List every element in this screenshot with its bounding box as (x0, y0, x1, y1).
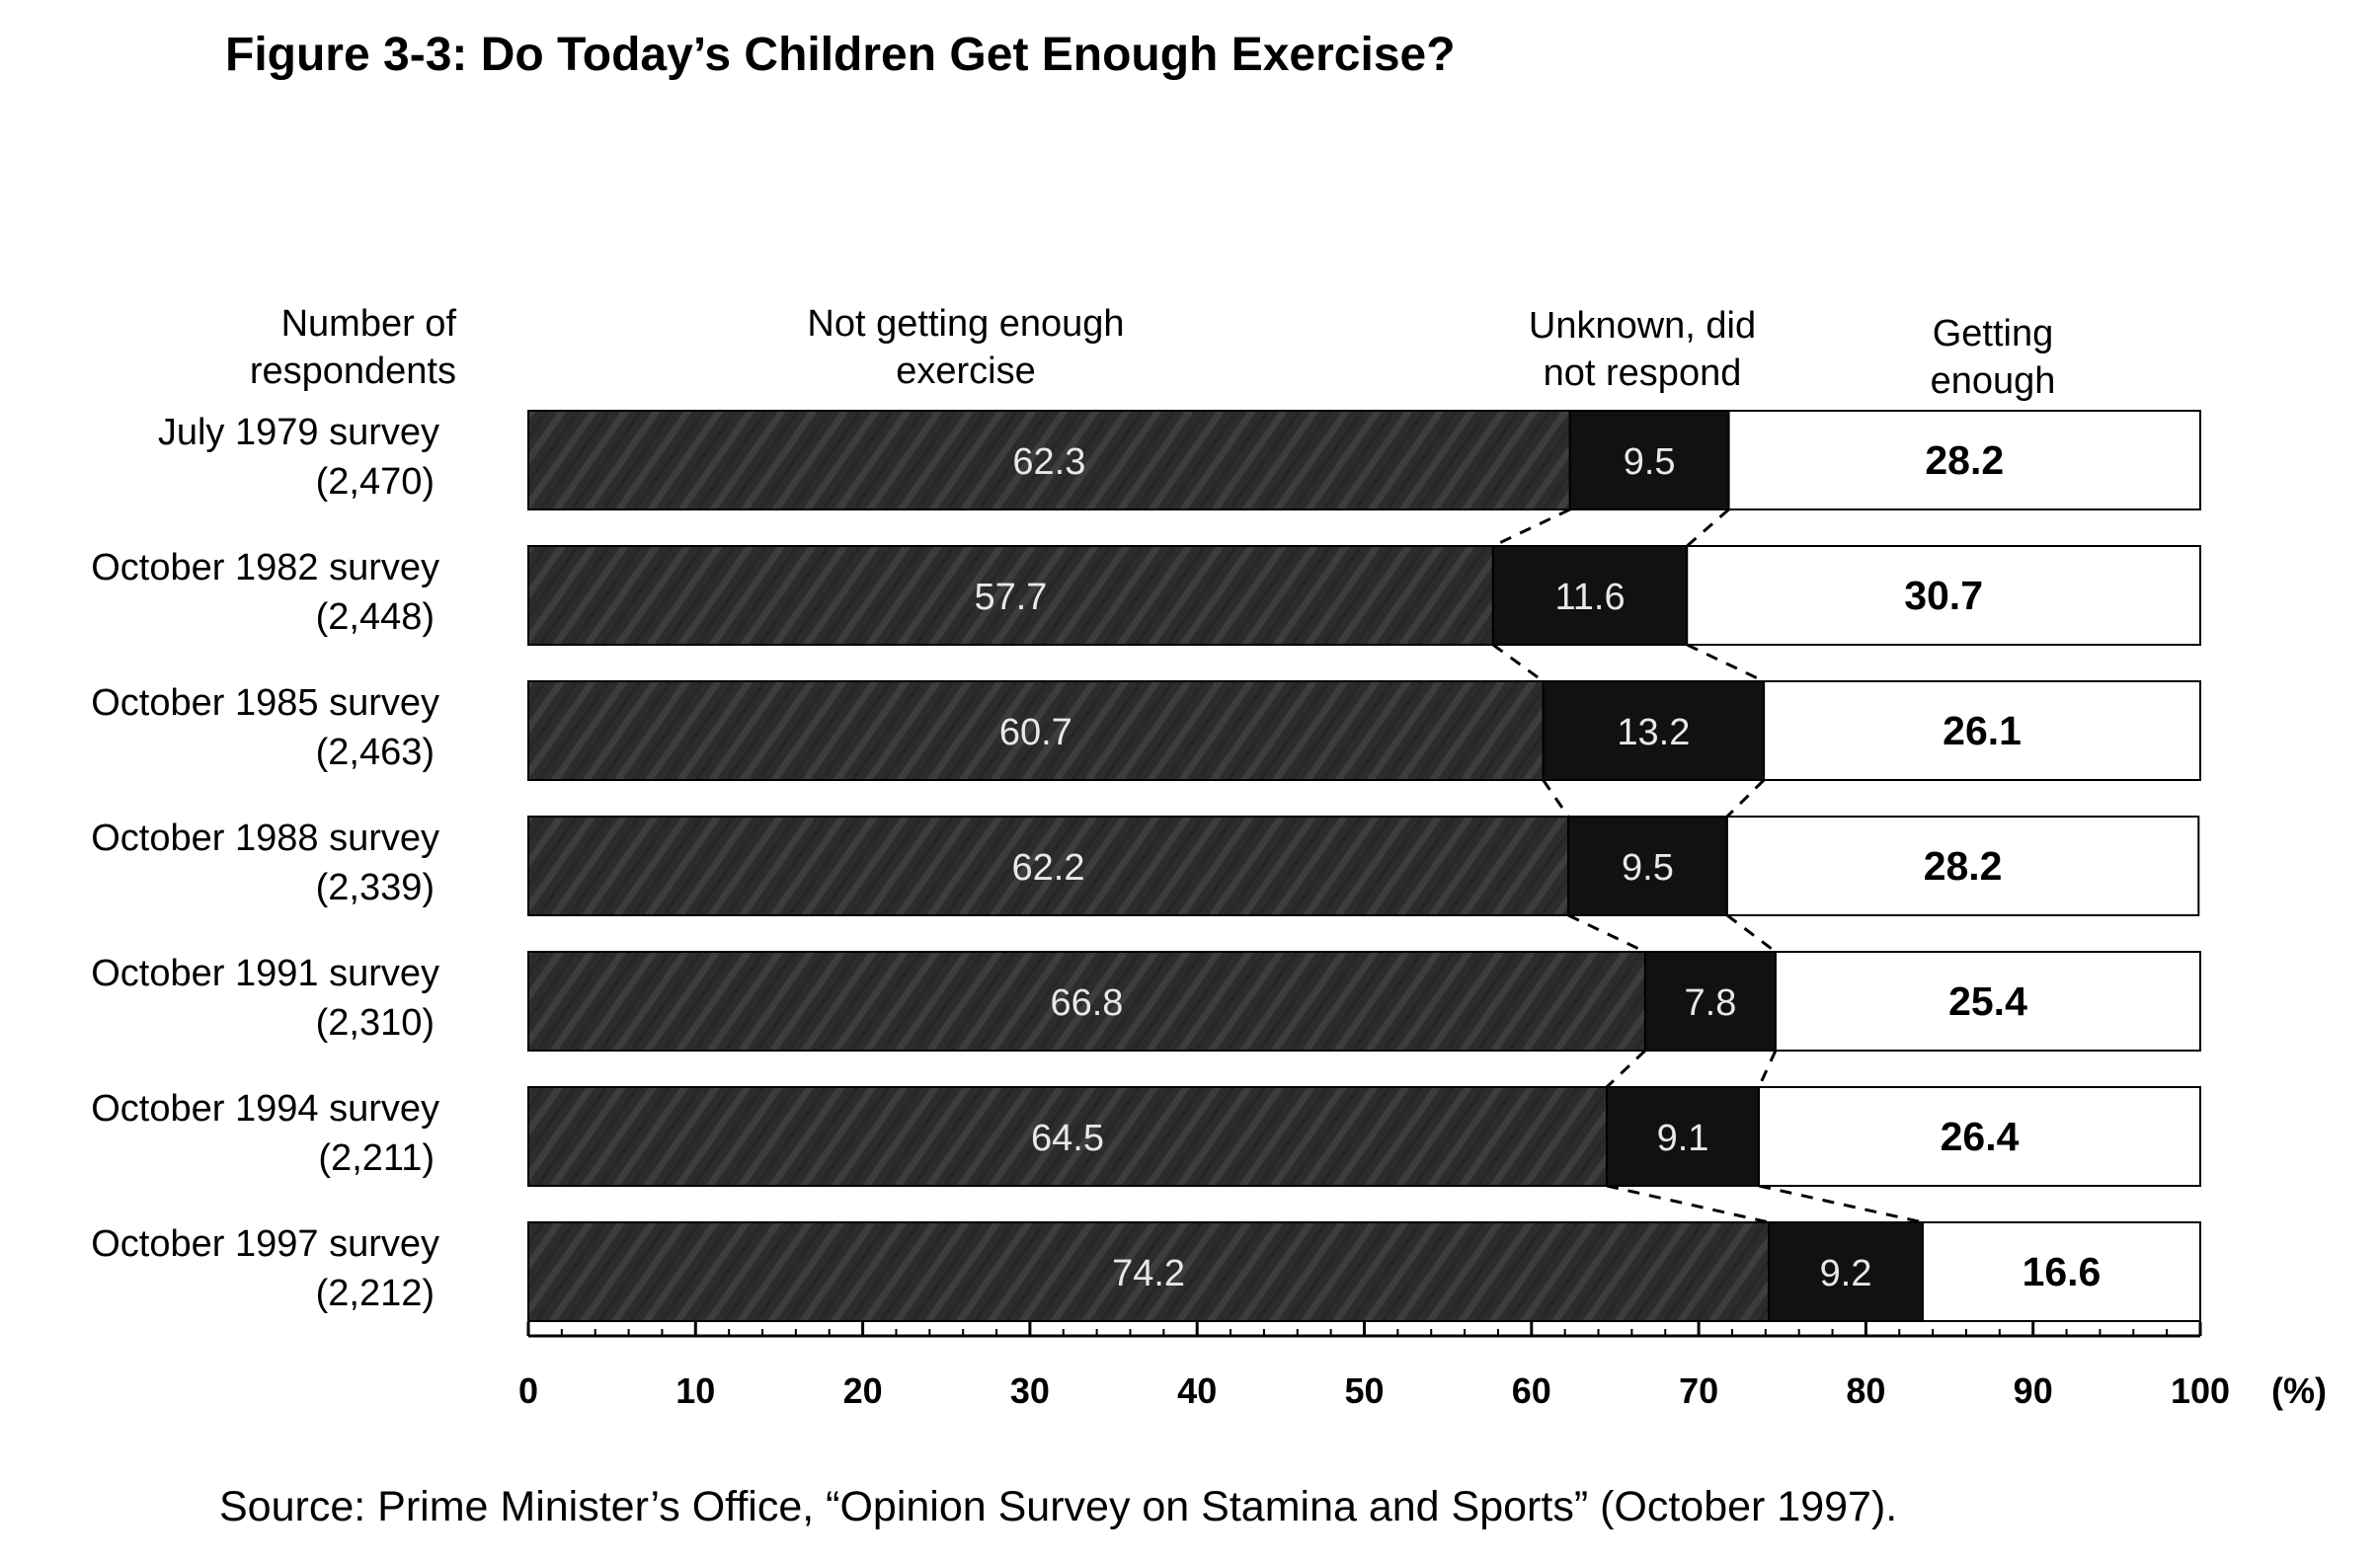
data-label: 9.5 (1624, 441, 1676, 483)
row-label: October 1994 survey (91, 1088, 439, 1130)
row-label: October 1988 survey (91, 818, 439, 859)
connector-line (1686, 643, 1765, 683)
page-title: Figure 3-3: Do Today’s Children Get Enou… (225, 29, 1456, 81)
connector-line (1606, 1184, 1770, 1224)
row-label: October 1982 survey (91, 547, 439, 588)
connector-line (1757, 1050, 1778, 1088)
series-header-unknown-line: not respond (1544, 352, 1742, 394)
data-label: 9.1 (1657, 1118, 1709, 1159)
x-tick-label: 60 (1512, 1370, 1551, 1411)
data-label: 57.7 (974, 577, 1047, 618)
data-label: 30.7 (1904, 573, 1983, 618)
data-label: 66.8 (1050, 982, 1123, 1024)
row-header: Number of respondents (250, 303, 457, 392)
x-tick-label: 90 (2014, 1370, 2053, 1411)
bar-segment-not-enough (527, 680, 1545, 781)
row-header-line: respondents (250, 351, 456, 392)
bar-segment-not-enough (527, 545, 1494, 646)
bar-segment-unknown (1605, 1086, 1761, 1187)
connector-line (1725, 913, 1777, 954)
bar-segment-getting-enough (1727, 410, 2201, 510)
respondents-count: (2,310) (316, 1002, 435, 1044)
data-label: 28.2 (1925, 437, 2004, 483)
connector-line (1492, 508, 1571, 548)
row-label: October 1985 survey (91, 682, 439, 724)
respondents-count: (2,448) (316, 596, 435, 638)
data-label: 9.2 (1820, 1253, 1872, 1294)
respondents-count: (2,211) (318, 1137, 435, 1179)
connector-line (1542, 779, 1570, 818)
connector-line (1725, 778, 1766, 819)
series-header-getting-enough-line: enough (1931, 360, 2056, 402)
series-header-not-enough: Not getting enough exercise (807, 303, 1124, 392)
data-label: 9.5 (1622, 847, 1674, 889)
x-tick-label: 30 (1010, 1370, 1050, 1411)
bar-segment-getting-enough (1686, 545, 2201, 646)
bar-segment-not-enough (527, 410, 1571, 510)
data-label: 64.5 (1031, 1118, 1104, 1159)
source-note: Source: Prime Minister’s Office, “Opinio… (219, 1483, 1898, 1530)
data-label: 62.2 (1012, 847, 1085, 889)
bar-segment-unknown (1567, 816, 1728, 916)
respondents-count: (2,463) (316, 732, 435, 773)
connector-line (1567, 913, 1646, 954)
bar-segment-not-enough (527, 1086, 1608, 1187)
bar-segment-getting-enough (1774, 951, 2202, 1052)
row-header-line: Number of (281, 303, 457, 345)
series-header-unknown-line: Unknown, did (1529, 305, 1756, 347)
bar-segment-unknown (1568, 410, 1730, 510)
series-header-getting-enough-line: Getting (1933, 313, 2054, 354)
x-tick-label: 0 (518, 1370, 538, 1411)
bar-segment-unknown (1768, 1221, 1924, 1322)
row-label: October 1991 survey (91, 953, 439, 994)
x-tick-label: 40 (1177, 1370, 1217, 1411)
bar-segment-unknown (1542, 680, 1766, 781)
respondents-count: (2,339) (316, 867, 435, 908)
data-label: 62.3 (1012, 441, 1085, 483)
data-label: 26.4 (1941, 1114, 2020, 1159)
respondents-count: (2,212) (316, 1273, 435, 1314)
data-label: 28.2 (1924, 843, 2003, 889)
data-label: 60.7 (999, 712, 1072, 753)
x-tick-label: 80 (1846, 1370, 1885, 1411)
x-axis-unit: (%) (2271, 1370, 2327, 1411)
connector-line (1491, 643, 1545, 683)
data-label: 13.2 (1617, 712, 1690, 753)
x-tick-label: 70 (1679, 1370, 1718, 1411)
series-header-not-enough-line: Not getting enough (807, 303, 1124, 345)
x-tick-label: 10 (675, 1370, 715, 1411)
connector-line (1686, 508, 1730, 548)
data-label: 11.6 (1554, 577, 1625, 618)
data-label: 25.4 (1948, 978, 2027, 1024)
bar-segment-getting-enough (1758, 1086, 2201, 1187)
connector-line (1605, 1049, 1646, 1089)
data-label: 26.1 (1943, 708, 2022, 753)
bar-segment-getting-enough (1763, 680, 2201, 781)
data-label: 7.8 (1685, 982, 1737, 1024)
data-label: 74.2 (1112, 1253, 1185, 1294)
bar-segment-unknown (1643, 951, 1777, 1052)
x-tick-label: 100 (2171, 1370, 2230, 1411)
connector-line (1758, 1184, 1924, 1224)
x-tick-label: 20 (843, 1370, 883, 1411)
data-label: 16.6 (2023, 1249, 2102, 1294)
bar-segment-getting-enough (1921, 1221, 2202, 1322)
series-header-unknown: Unknown, did not respond (1529, 305, 1756, 394)
bar-segment-unknown (1491, 545, 1689, 646)
bar-segment-not-enough (527, 816, 1570, 916)
x-tick-label: 50 (1344, 1370, 1384, 1411)
bar-segment-getting-enough (1725, 816, 2200, 916)
series-header-not-enough-line: exercise (896, 351, 1036, 392)
respondents-count: (2,470) (316, 461, 435, 503)
bar-segment-not-enough (527, 951, 1646, 1052)
series-header-getting-enough: Getting enough (1931, 313, 2056, 402)
row-label: October 1997 survey (91, 1223, 439, 1265)
row-label: July 1979 survey (158, 412, 439, 453)
bar-segment-not-enough (527, 1221, 1771, 1322)
